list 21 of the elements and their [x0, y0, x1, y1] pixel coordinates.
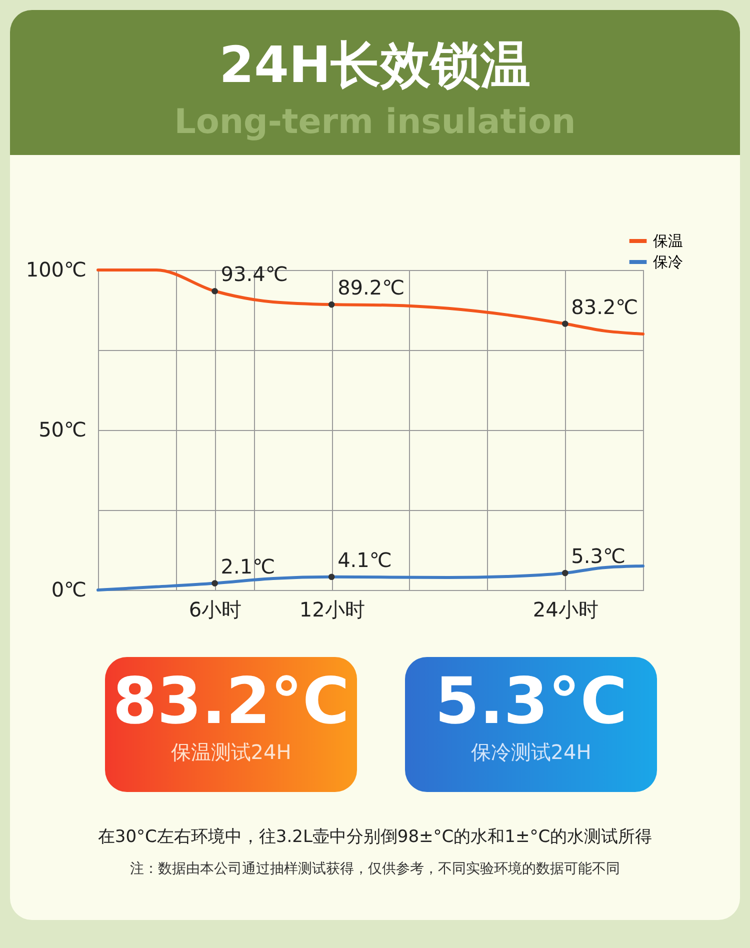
- x-tick-label: 24小时: [532, 598, 598, 622]
- annotation: 89.2℃: [338, 276, 405, 300]
- text: 83.2°C: [112, 665, 350, 739]
- text: 保温测试24H: [170, 739, 292, 766]
- y-tick-label: 50℃: [38, 418, 86, 442]
- legend-label: 保温: [653, 233, 683, 250]
- annotation: 4.1℃: [338, 548, 392, 572]
- text: 保冷测试24H: [470, 739, 592, 766]
- y-tick-label: 0℃: [51, 578, 86, 602]
- x-tick-label: 12小时: [299, 598, 365, 622]
- annotation: 2.1℃: [220, 554, 276, 578]
- legend-label: 保冷: [653, 254, 683, 271]
- text: 5.3°C: [434, 665, 628, 739]
- x-tick-label: 6小时: [188, 598, 242, 622]
- chart-title: 24H长效锁温: [218, 35, 532, 96]
- text: 注：数据由本公司通过抽样测试获得，仅供参考，不同实验环境的数据可能不同: [129, 860, 621, 878]
- annotation: 93.4℃: [220, 262, 288, 286]
- y-tick-label: 100℃: [26, 258, 86, 282]
- text: 在30°C左右环境中，往3.2L壶中分别倒98±°C的水和1±°C的水测试所得: [96, 826, 654, 848]
- annotation: 5.3℃: [571, 544, 626, 568]
- annotation: 83.2℃: [571, 294, 638, 319]
